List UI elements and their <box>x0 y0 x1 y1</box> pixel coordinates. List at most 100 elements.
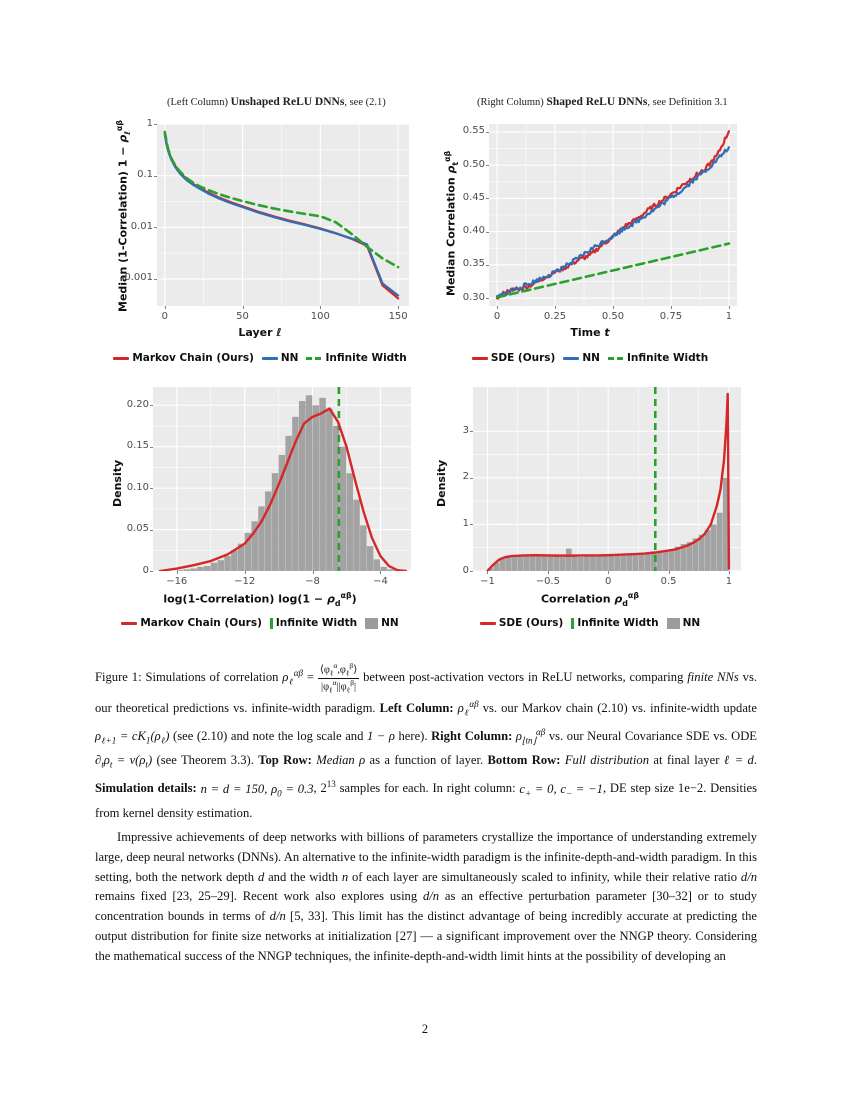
y-tick-label: 1 <box>146 117 153 129</box>
x-axis-title-bottom-left: log(1-Correlation) log(1 − ρdαβ) <box>163 591 357 608</box>
legend-item[interactable]: Infinite Width <box>306 352 407 364</box>
y-tick-mark <box>486 131 489 133</box>
caption-top-row: Top Row: <box>258 753 312 768</box>
chart-panel-bottom-right: Density 0 1 2 3 −1 −0.5 0 0.5 1 Correlation ρdα… <box>425 379 755 642</box>
x-tick-label: −1 <box>480 576 495 587</box>
column-header-right-bold: Shaped ReLU DNNs <box>546 96 648 108</box>
legend-item-label: Infinite Width <box>275 617 358 629</box>
legend-item[interactable]: Infinite Width <box>607 352 709 364</box>
y-tick-label: 0.05 <box>126 523 149 535</box>
y-tick-label: 0.15 <box>126 440 149 452</box>
column-header-left-bold: Unshaped ReLU DNNs <box>230 96 345 108</box>
plot-area-top-left <box>157 124 409 306</box>
x-tick-mark <box>312 571 314 574</box>
y-tick-label: 0.55 <box>462 125 485 137</box>
y-tick-mark <box>470 477 473 479</box>
plot-area-top-right <box>489 124 737 306</box>
y-tick-mark <box>470 524 473 526</box>
legend-item-label: Infinite Width <box>626 352 709 364</box>
y-tick-label: 0.1 <box>137 169 153 181</box>
legend-item[interactable]: SDE (Ours) <box>471 352 555 364</box>
column-header-left-suffix: , see (2.1) <box>344 97 386 108</box>
legend-vertical-bar-swatch-icon <box>571 617 575 629</box>
y-tick-mark <box>154 124 157 125</box>
y-tick-mark <box>154 175 157 177</box>
caption-seg6: here). <box>394 729 432 744</box>
y-tick-mark <box>150 488 153 490</box>
x-tick-label: −16 <box>166 576 188 587</box>
y-tick-mark <box>486 298 489 300</box>
caption-seg3: vs. our theoretical predictions vs. infi… <box>95 670 758 715</box>
x-tick-label: 1 <box>725 576 733 587</box>
x-tick-mark <box>668 571 670 574</box>
legend-item-label: Infinite Width <box>577 617 659 629</box>
x-tick-label: −8 <box>305 576 320 587</box>
caption-right-column: Right Column: <box>431 729 513 744</box>
chart-panel-bottom-left: Density 0 0.05 0.10 0.15 0.20 −16 −12 −8 −4 log… <box>95 379 425 642</box>
legend-item[interactable]: Infinite Width <box>571 617 659 629</box>
x-tick-label: 50 <box>236 311 249 322</box>
figure-column-headers: (Left Column) Unshaped ReLU DNNs, see (2… <box>95 92 755 116</box>
y-axis-title-bottom-right: Density <box>435 459 448 507</box>
legend-item[interactable]: Infinite Width <box>269 617 358 629</box>
body-paragraph: Impressive achievements of deep networks… <box>95 830 757 963</box>
legend-item-label: Markov Chain (Ours) <box>132 352 254 364</box>
x-tick-label: −0.5 <box>535 576 560 587</box>
caption-ode: ∂tρt = ν(ρt) <box>95 753 153 770</box>
legend-item-label: NN <box>582 352 600 364</box>
x-tick-label: 0.25 <box>543 311 567 322</box>
x-tick-mark <box>320 306 322 309</box>
legend-item[interactable]: NN <box>261 352 298 364</box>
legend-item[interactable]: NN <box>666 617 701 629</box>
x-tick-mark <box>728 571 730 574</box>
legend-line-swatch-icon <box>261 356 278 360</box>
x-tick-label: 150 <box>388 311 408 322</box>
column-header-right-prefix: (Right Column) <box>477 97 547 108</box>
x-axis-title-bottom-right: Correlation ρdαβ <box>540 591 640 608</box>
y-tick-mark <box>486 264 489 266</box>
x-tick-label: 1 <box>725 311 733 322</box>
y-tick-label: 0.30 <box>462 291 485 303</box>
legend-box-swatch-icon <box>365 617 379 629</box>
legend-item[interactable]: SDE (Ours) <box>479 617 564 629</box>
x-tick-mark <box>176 571 178 574</box>
legend-bottom-right: SDE (Ours) Infinite Width NN <box>425 617 755 629</box>
x-tick-mark <box>242 306 244 309</box>
caption-one-minus-rho: 1 − ρ <box>366 729 395 744</box>
column-header-right-suffix: , see Definition 3.1 <box>647 97 728 108</box>
caption-c-params: c+ = 0, c− = −1 <box>519 781 603 799</box>
legend-item[interactable]: Markov Chain (Ours) <box>113 352 254 364</box>
caption-seg5: (see (2.10) and note the log scale and <box>169 729 367 744</box>
caption-bottom-row: Bottom Row: <box>487 753 561 768</box>
y-tick-label: 0.45 <box>462 191 485 203</box>
legend-item-label: SDE (Ours) <box>498 617 564 629</box>
y-tick-label: 0.01 <box>130 220 153 232</box>
legend-line-swatch-icon <box>121 621 138 625</box>
x-tick-mark <box>670 306 672 309</box>
caption-fraction: ⟨φℓα,φℓβ⟩ |φℓα||φℓβ| <box>317 661 360 695</box>
plot-bottom-left: Density 0 0.05 0.10 0.15 0.20 −16 −12 −8 −4 log… <box>95 379 425 611</box>
legend-top-right: SDE (Ours) NN Infinite Width <box>425 352 755 364</box>
legend-item[interactable]: Markov Chain (Ours) <box>121 617 262 629</box>
y-tick-mark <box>150 529 153 531</box>
plot-area-bottom-right <box>473 387 741 571</box>
plot-top-right: Median Correlation ρtαβ 0.30 0.35 0.40 0.45… <box>425 116 755 348</box>
x-tick-mark <box>380 571 382 574</box>
legend-item[interactable]: NN <box>365 617 399 629</box>
x-tick-mark <box>555 306 557 309</box>
legend-line-swatch-icon <box>471 356 488 360</box>
caption-ell-eq-d: ℓ = d <box>723 753 754 768</box>
legend-bottom-left: Markov Chain (Ours) Infinite Width NN <box>95 617 425 629</box>
x-tick-mark <box>608 571 610 574</box>
caption-seg7: vs. our Neural Covariance SDE vs. ODE <box>545 729 757 744</box>
caption-left-column: Left Column: <box>379 700 454 715</box>
legend-item-label: NN <box>682 617 701 629</box>
legend-dashed-line-swatch-icon <box>607 356 624 360</box>
column-header-right: (Right Column) Shaped ReLU DNNs, see Def… <box>477 96 728 108</box>
plot-top-left: Median (1-Correlation) 1 − ρℓαβ 0.001 0.0… <box>95 116 425 348</box>
caption-sim-params: n = d = 150, ρ0 = 0.3 <box>200 781 314 799</box>
chart-panel-top-right: Median Correlation ρtαβ 0.30 0.35 0.40 0.45… <box>425 116 755 379</box>
chart-panel-top-left: Median (1-Correlation) 1 − ρℓαβ 0.001 0.0… <box>95 116 425 379</box>
legend-item[interactable]: NN <box>563 352 600 364</box>
